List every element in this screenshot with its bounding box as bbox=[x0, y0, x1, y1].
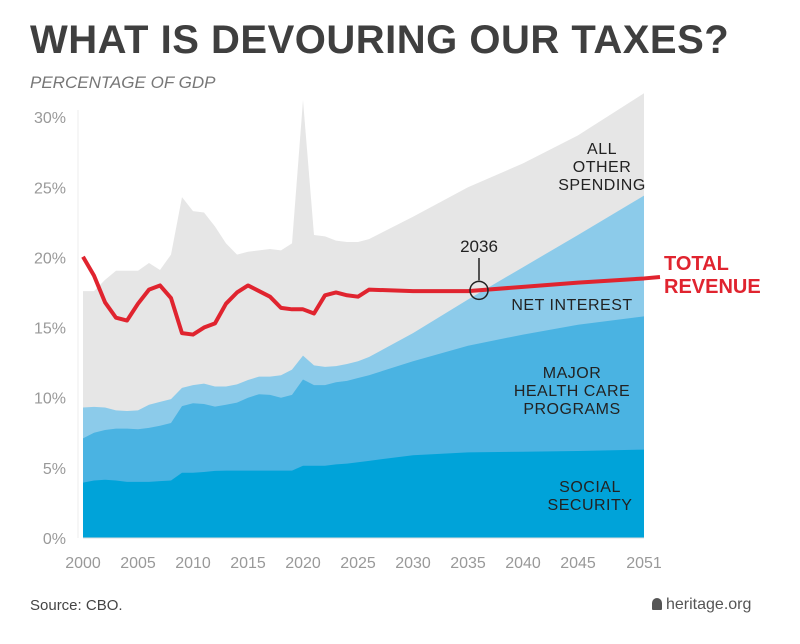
series-label: OTHER bbox=[573, 159, 632, 176]
x-tick-label: 2051 bbox=[626, 555, 662, 572]
series-label: SOCIAL bbox=[559, 479, 621, 496]
y-tick-label: 5% bbox=[43, 461, 66, 478]
series-label: PROGRAMS bbox=[523, 401, 620, 418]
liberty-bell-icon bbox=[652, 598, 662, 610]
area-social-security bbox=[83, 449, 644, 538]
x-tick-label: 2030 bbox=[395, 555, 431, 572]
x-tick-label: 2035 bbox=[450, 555, 486, 572]
y-tick-label: 30% bbox=[34, 110, 66, 127]
revenue-label: TOTAL bbox=[664, 253, 729, 275]
x-tick-label: 2045 bbox=[560, 555, 596, 572]
y-axis-label: PERCENTAGE OF GDP bbox=[30, 73, 216, 92]
series-label: ALL bbox=[587, 141, 617, 158]
x-tick-label: 2015 bbox=[230, 555, 266, 572]
series-label: SECURITY bbox=[548, 497, 633, 514]
revenue-label: REVENUE bbox=[664, 276, 761, 298]
series-label: HEALTH CARE bbox=[514, 383, 630, 400]
y-tick-label: 25% bbox=[34, 180, 66, 197]
brand[interactable]: heritage.org bbox=[652, 596, 751, 614]
x-tick-label: 2005 bbox=[120, 555, 156, 572]
y-tick-label: 15% bbox=[34, 321, 66, 338]
annotation-label: 2036 bbox=[460, 237, 498, 256]
annotation-marker bbox=[469, 280, 489, 301]
source-note: Source: CBO. bbox=[30, 597, 123, 614]
revenue-line bbox=[81, 255, 661, 337]
x-tick-label: 2020 bbox=[285, 555, 321, 572]
series-label: SPENDING bbox=[558, 177, 646, 194]
x-tick-label: 2025 bbox=[340, 555, 376, 572]
series-label: MAJOR bbox=[543, 365, 602, 382]
y-tick-label: 10% bbox=[34, 391, 66, 408]
x-tick-label: 2040 bbox=[505, 555, 541, 572]
series-label: NET INTEREST bbox=[511, 297, 632, 314]
brand-text: heritage.org bbox=[666, 596, 752, 613]
x-tick-label: 2000 bbox=[65, 555, 101, 572]
y-tick-label: 0% bbox=[43, 531, 66, 548]
chart-title: WHAT IS DEVOURING OUR TAXES? bbox=[30, 18, 730, 62]
x-tick-label: 2010 bbox=[175, 555, 211, 572]
y-tick-label: 20% bbox=[34, 250, 66, 267]
